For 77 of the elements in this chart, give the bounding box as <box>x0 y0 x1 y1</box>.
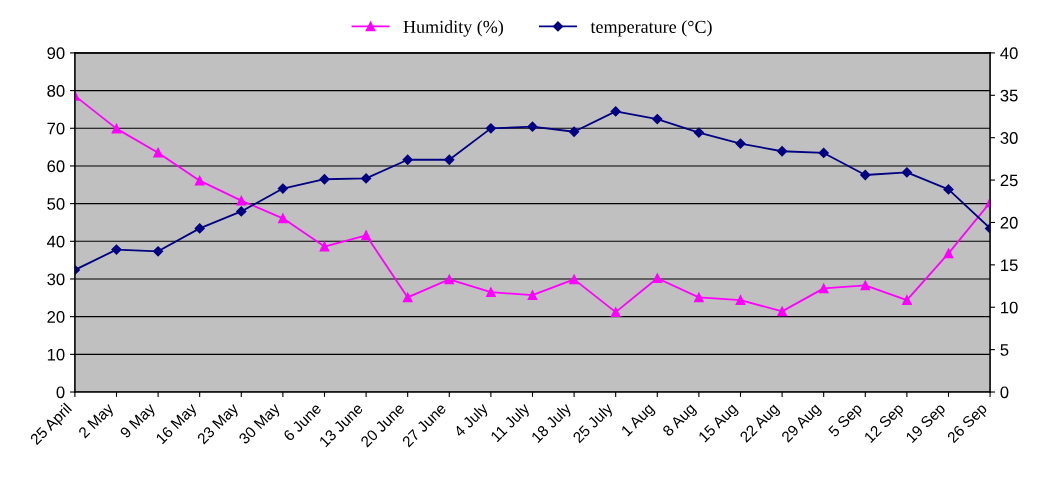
point <box>693 127 704 138</box>
point <box>901 167 912 178</box>
x-tick-label: 15 Aug <box>697 402 740 445</box>
point <box>610 307 621 317</box>
x-tick-label: 12 Sep <box>863 402 907 446</box>
point <box>361 230 371 241</box>
point <box>694 292 704 303</box>
y2-tick-label: 10 <box>1001 301 1018 314</box>
point <box>194 223 205 234</box>
x-tick-label: 2 May <box>77 402 117 441</box>
point <box>485 123 496 134</box>
point <box>652 113 663 125</box>
y2-tick-label: 35 <box>1000 89 1018 102</box>
x-tick-label: 26 Sep <box>946 402 990 446</box>
y2-tick-label: 0 <box>1000 386 1009 399</box>
point <box>277 183 288 194</box>
x-tick-label: 5 Sep <box>827 402 865 440</box>
y-tick-label: 70 <box>47 122 65 135</box>
point <box>402 292 413 303</box>
point <box>194 175 205 186</box>
point <box>818 283 829 294</box>
y-tick-label: 0 <box>56 386 65 399</box>
point <box>652 273 663 284</box>
point <box>735 295 746 305</box>
y-tick-label: 10 <box>47 348 65 361</box>
x-tick-label: 1 Aug <box>620 402 657 439</box>
point <box>860 280 871 291</box>
point <box>402 154 413 165</box>
point <box>610 106 621 117</box>
point <box>111 123 122 134</box>
x-tick-label: 22 Aug <box>739 402 782 445</box>
y-tick-label: 90 <box>47 47 65 60</box>
point <box>902 295 912 305</box>
point <box>818 147 829 159</box>
point <box>444 274 455 285</box>
point <box>360 173 372 184</box>
x-tick-label: 19 Sep <box>905 402 949 446</box>
x-tick-label: 30 May <box>238 402 283 447</box>
point <box>569 274 579 285</box>
point <box>527 290 538 301</box>
point <box>486 287 496 298</box>
point <box>444 154 455 165</box>
y2-tick-label: 30 <box>1000 132 1018 144</box>
x-tick-label: 4 July <box>452 401 491 440</box>
x-tick-label: 11 July <box>489 401 533 445</box>
y2-tick-label: 25 <box>1000 174 1018 187</box>
legend-label: temperature (°C) <box>590 20 712 37</box>
y-tick-label: 40 <box>47 235 65 248</box>
y-tick-label: 60 <box>47 160 65 173</box>
x-tick-label: 29 Aug <box>780 402 823 445</box>
point <box>860 169 871 181</box>
point <box>319 241 330 252</box>
point <box>943 184 954 195</box>
point <box>278 213 288 224</box>
point <box>776 146 788 157</box>
point <box>527 121 538 132</box>
y-tick-label: 30 <box>47 273 65 286</box>
x-tick-label: 8 Aug <box>661 402 699 439</box>
y-tick-label: 20 <box>47 311 65 323</box>
point <box>111 244 122 255</box>
y-tick-label: 50 <box>47 198 65 210</box>
point <box>777 306 787 317</box>
y2-tick-label: 5 <box>1000 344 1009 356</box>
point <box>319 174 330 185</box>
y2-tick-label: 15 <box>1001 259 1018 272</box>
point <box>153 147 163 158</box>
point <box>735 138 746 149</box>
x-tick-label: 25 July <box>571 401 616 446</box>
point <box>943 248 954 259</box>
y2-tick-label: 40 <box>1000 47 1018 60</box>
y2-tick-label: 20 <box>1000 216 1018 229</box>
y-tick-label: 80 <box>47 84 65 97</box>
point <box>236 195 247 206</box>
legend-label: Humidity (%) <box>403 20 504 37</box>
point <box>152 246 164 257</box>
point <box>236 206 247 217</box>
point <box>568 126 580 137</box>
